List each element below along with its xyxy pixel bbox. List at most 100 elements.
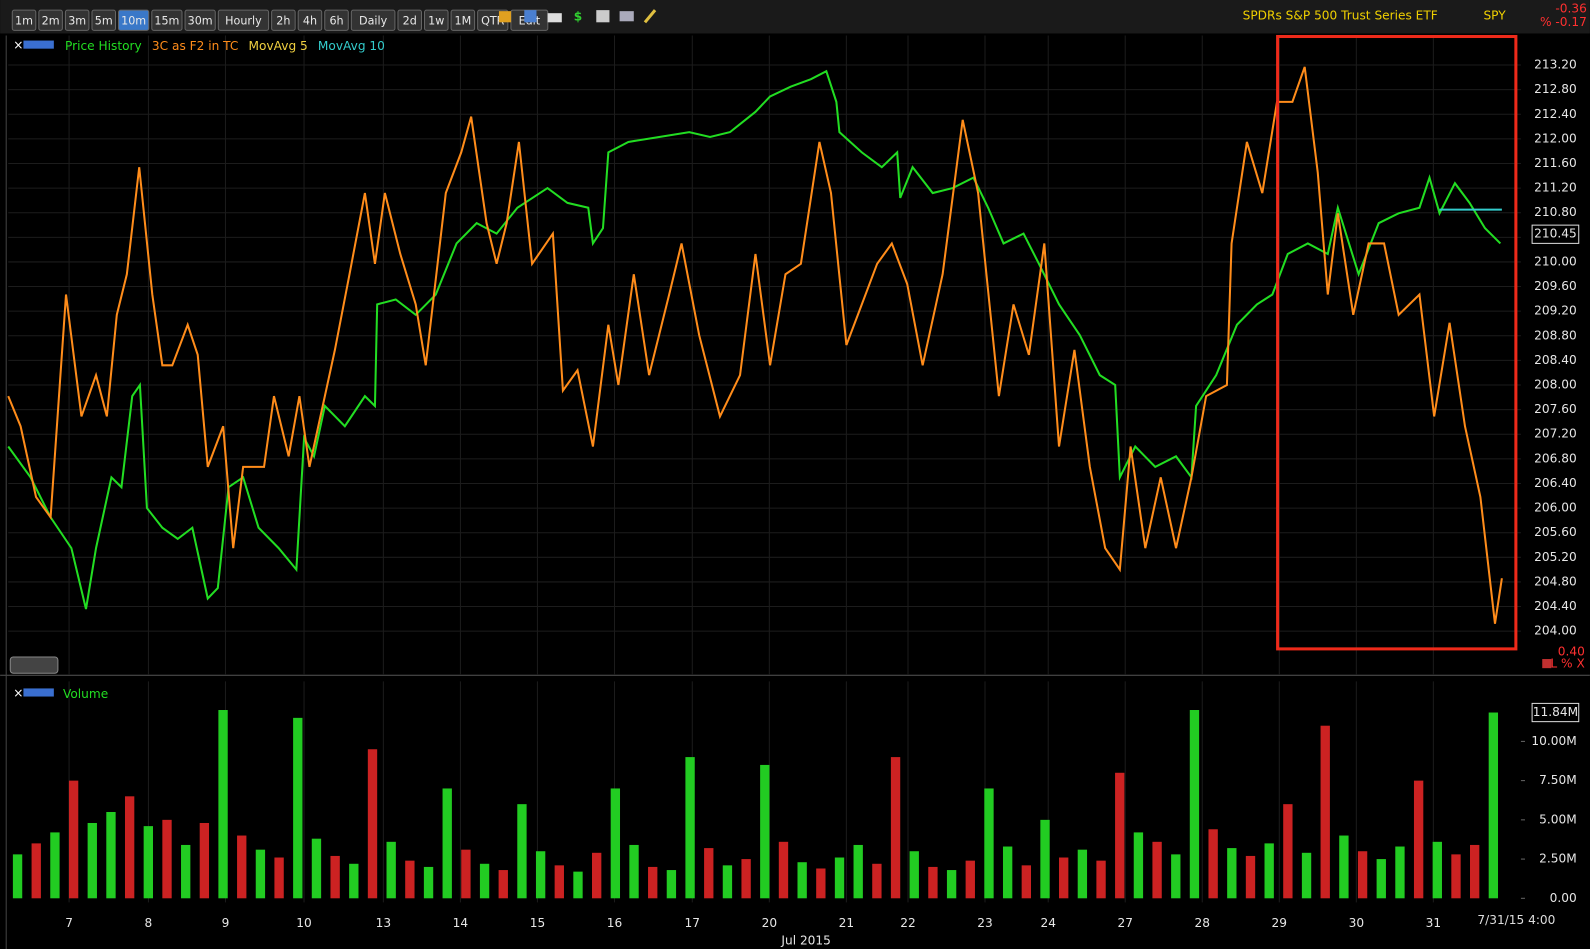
x-tick-label: 8 [145,916,153,930]
arrows-icon[interactable] [23,688,54,697]
volume-bar [255,849,266,899]
volume-bar [423,866,434,899]
volume-bar [311,838,322,899]
x-axis-title: Jul 2015 [780,933,830,947]
toolbar-button-label[interactable]: 6h [329,14,343,27]
toolbar-button-label[interactable]: Daily [359,14,388,27]
last-volume-label: 11.84M [1533,705,1578,719]
x-tick-label: 21 [839,916,854,930]
toolbar-button-label[interactable]: Hourly [225,14,262,27]
icon-mail[interactable] [547,13,562,23]
series-line [7,66,1503,624]
toolbar-button-label[interactable]: 1M [454,14,471,27]
volume-bar [722,865,733,899]
icon-dollar[interactable]: $ [574,10,582,24]
icon-lock[interactable] [498,11,512,23]
icon-pencil[interactable] [643,9,657,24]
volume-bar [1301,852,1312,899]
volume-bar [1096,860,1106,899]
toolbar-button-label[interactable]: 30m [188,14,213,27]
toolbar-button-label[interactable]: QTR [481,14,505,27]
panel-title: Volume [63,687,108,701]
toolbar-icons: $ [498,9,657,24]
volume-bar [1357,851,1368,899]
y-tick-label: 208.40 [1534,353,1577,367]
volume-bar [479,863,490,899]
y-tick-label: 212.00 [1534,131,1577,145]
corner-controls[interactable]: L % X [1550,657,1584,671]
toolbar-button[interactable] [38,9,63,31]
x-tick-label: 9 [222,916,230,930]
toolbar-button-label[interactable]: 3m [68,14,86,27]
volume-bar [1002,846,1013,899]
toolbar-button[interactable] [64,9,90,31]
toolbar-button[interactable] [271,9,296,31]
y-tick-label: 208.00 [1534,378,1577,392]
toolbar-button[interactable] [118,9,150,31]
toolbar-button[interactable] [450,9,476,31]
icon-calc[interactable] [619,11,634,22]
icon-save[interactable] [524,10,537,23]
toolbar-button[interactable] [184,9,216,31]
toolbar-button-label[interactable]: 2m [42,14,60,27]
close-icon[interactable]: × [13,686,23,700]
x-tick-label: 14 [453,916,469,930]
y-tick-label: 2.50M [1539,852,1577,866]
volume-bar [442,788,452,899]
y-tick-label: 206.80 [1534,451,1577,465]
corner-box[interactable] [1542,659,1552,669]
volume-bar [872,863,882,899]
volume-bar [554,865,564,899]
legend-entry: MovAvg 10 [318,39,385,53]
volume-bar [405,860,415,899]
toolbar-button[interactable] [151,9,183,31]
volume-bar [1189,710,1200,899]
volume-bar [592,852,602,899]
volume-bar [386,841,396,899]
toolbar-button-label[interactable]: 2d [403,14,417,27]
toolbar-button-label[interactable]: 5m [95,14,113,27]
legend-icons: × × [13,38,54,700]
volume-bar [704,848,714,899]
volume-bar [685,757,695,899]
toolbar-button[interactable] [11,9,37,31]
icon-print[interactable] [596,10,610,23]
y-tick-label: 10.00M [1531,734,1576,748]
toolbar-button-label[interactable]: 10m [121,14,146,27]
y-tick-label: 207.20 [1534,427,1577,441]
toolbar-button-label[interactable]: 1w [428,14,444,27]
toolbar-button[interactable] [424,9,449,31]
toolbar-button[interactable] [397,9,422,31]
x-tick-label: 7 [65,916,73,930]
volume-bar [1488,712,1499,899]
arrows-icon[interactable] [23,40,54,49]
volume-bar [517,804,527,899]
series-line [7,69,1502,610]
volume-bar [1040,819,1050,899]
scroll-widget[interactable] [9,656,59,674]
volume-bar [31,843,41,899]
x-tick-label: 24 [1040,916,1056,930]
y-tick-label: 206.00 [1534,501,1577,515]
volume-bar [199,822,210,899]
x-tick-label: 29 [1272,916,1287,930]
x-tick-label: 16 [607,916,622,930]
toolbar-button[interactable] [91,9,116,31]
volume-bar [1152,841,1162,899]
volume-bar [87,822,97,899]
toolbar-button[interactable] [350,9,396,31]
y-tick-label: 5.00M [1539,812,1577,826]
volume-bar [330,855,340,899]
toolbar-button-label[interactable]: 15m [154,14,179,27]
close-icon[interactable]: × [13,38,23,52]
toolbar-button-label[interactable]: 1m [15,14,33,27]
toolbar-button[interactable] [217,9,270,31]
volume-bar [535,851,546,899]
toolbar-button-label[interactable]: 2h [276,14,290,27]
volume-bar [106,812,116,899]
toolbar-button-label[interactable]: 4h [303,14,317,27]
toolbar-button[interactable] [324,9,349,31]
toolbar-button[interactable] [297,9,323,31]
